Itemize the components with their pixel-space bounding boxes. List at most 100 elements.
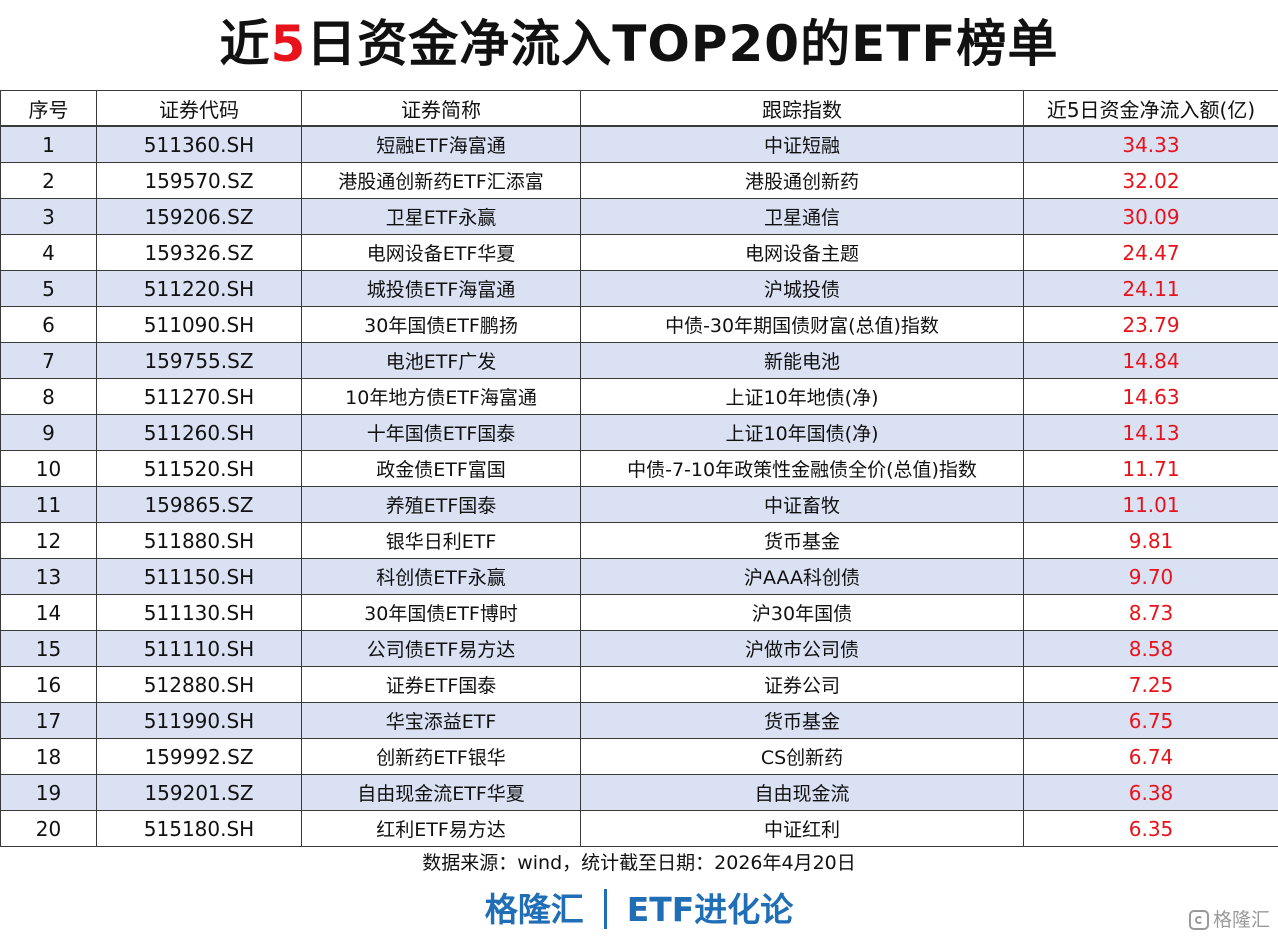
index-cell: 中证红利	[580, 810, 1024, 847]
fund-name-cell: 华宝添益ETF	[301, 702, 581, 739]
amount-cell: 32.02	[1023, 162, 1278, 199]
code-cell: 159201.SZ	[96, 774, 302, 811]
table-row: 6 511090.SH 30年国债ETF鹏扬 中债-30年期国债财富(总值)指数…	[0, 306, 1278, 343]
amount-cell: 14.63	[1023, 378, 1278, 415]
table-row: 15 511110.SH 公司债ETF易方达 沪做市公司债 8.58	[0, 630, 1278, 667]
index-cell: CS创新药	[580, 738, 1024, 775]
index-cell: 电网设备主题	[580, 234, 1024, 271]
table-row: 7 159755.SZ 电池ETF广发 新能电池 14.84	[0, 342, 1278, 379]
table-row: 8 511270.SH 10年地方债ETF海富通 上证10年地债(净) 14.6…	[0, 378, 1278, 415]
fund-name-cell: 政金债ETF富国	[301, 450, 581, 487]
fund-name-cell: 城投债ETF海富通	[301, 270, 581, 307]
etf-ranking-table: 序号 证券代码 证券简称 跟踪指数 近5日资金净流入额(亿) 1 511360.…	[0, 90, 1278, 847]
fund-name-cell: 自由现金流ETF华夏	[301, 774, 581, 811]
index-cell: 沪城投债	[580, 270, 1024, 307]
code-cell: 159206.SZ	[96, 198, 302, 235]
rank-cell: 7	[0, 342, 97, 379]
amount-cell: 9.70	[1023, 558, 1278, 595]
index-cell: 中债-30年期国债财富(总值)指数	[580, 306, 1024, 343]
fund-name-cell: 科创债ETF永赢	[301, 558, 581, 595]
amount-cell: 24.47	[1023, 234, 1278, 271]
rank-cell: 12	[0, 522, 97, 559]
title-suffix: 日资金净流入TOP20的ETF榜单	[306, 15, 1059, 73]
footer-column-name: ETF进化论	[626, 890, 794, 929]
code-cell: 159992.SZ	[96, 738, 302, 775]
table-header-row: 序号 证券代码 证券简称 跟踪指数 近5日资金净流入额(亿)	[0, 90, 1278, 127]
fund-name-cell: 创新药ETF银华	[301, 738, 581, 775]
amount-cell: 6.38	[1023, 774, 1278, 811]
code-cell: 511270.SH	[96, 378, 302, 415]
amount-cell: 8.58	[1023, 630, 1278, 667]
index-cell: 港股通创新药	[580, 162, 1024, 199]
code-cell: 159755.SZ	[96, 342, 302, 379]
index-cell: 沪做市公司债	[580, 630, 1024, 667]
index-cell: 上证10年国债(净)	[580, 414, 1024, 451]
rank-cell: 10	[0, 450, 97, 487]
code-cell: 511880.SH	[96, 522, 302, 559]
header-index: 跟踪指数	[580, 90, 1024, 127]
index-cell: 中证畜牧	[580, 486, 1024, 523]
code-cell: 515180.SH	[96, 810, 302, 847]
amount-cell: 6.35	[1023, 810, 1278, 847]
amount-cell: 34.33	[1023, 125, 1278, 163]
gelonghui-logo-icon	[1188, 910, 1209, 930]
index-cell: 新能电池	[580, 342, 1024, 379]
index-cell: 中证短融	[580, 125, 1024, 163]
fund-name-cell: 电网设备ETF华夏	[301, 234, 581, 271]
footer-divider	[603, 888, 607, 929]
code-cell: 512880.SH	[96, 666, 302, 703]
rank-cell: 14	[0, 594, 97, 631]
rank-cell: 15	[0, 630, 97, 667]
rank-cell: 13	[0, 558, 97, 595]
fund-name-cell: 30年国债ETF鹏扬	[301, 306, 581, 343]
data-source-note: 数据来源：wind，统计截至日期：2026年4月20日	[422, 852, 856, 874]
rank-cell: 17	[0, 702, 97, 739]
amount-cell: 11.71	[1023, 450, 1278, 487]
fund-name-cell: 电池ETF广发	[301, 342, 581, 379]
amount-cell: 14.13	[1023, 414, 1278, 451]
code-cell: 159326.SZ	[96, 234, 302, 271]
code-cell: 511260.SH	[96, 414, 302, 451]
code-cell: 511130.SH	[96, 594, 302, 631]
rank-cell: 5	[0, 270, 97, 307]
amount-cell: 6.74	[1023, 738, 1278, 775]
code-cell: 511520.SH	[96, 450, 302, 487]
amount-cell: 24.11	[1023, 270, 1278, 307]
rank-cell: 11	[0, 486, 97, 523]
fund-name-cell: 红利ETF易方达	[301, 810, 581, 847]
code-cell: 511220.SH	[96, 270, 302, 307]
code-cell: 159865.SZ	[96, 486, 302, 523]
amount-cell: 23.79	[1023, 306, 1278, 343]
table-body: 1 511360.SH 短融ETF海富通 中证短融 34.33 2 159570…	[0, 125, 1278, 847]
rank-cell: 9	[0, 414, 97, 451]
table-row: 9 511260.SH 十年国债ETF国泰 上证10年国债(净) 14.13	[0, 414, 1278, 451]
amount-cell: 14.84	[1023, 342, 1278, 379]
rank-cell: 20	[0, 810, 97, 847]
watermark-text: 格隆汇	[1212, 909, 1270, 931]
title-prefix: 近	[219, 15, 271, 73]
index-cell: 货币基金	[580, 522, 1024, 559]
rank-cell: 19	[0, 774, 97, 811]
rank-cell: 18	[0, 738, 97, 775]
table-row: 2 159570.SZ 港股通创新药ETF汇添富 港股通创新药 32.02	[0, 162, 1278, 199]
code-cell: 511110.SH	[96, 630, 302, 667]
table-row: 13 511150.SH 科创债ETF永赢 沪AAA科创债 9.70	[0, 558, 1278, 595]
rank-cell: 16	[0, 666, 97, 703]
index-cell: 上证10年地债(净)	[580, 378, 1024, 415]
amount-cell: 9.81	[1023, 522, 1278, 559]
rank-cell: 4	[0, 234, 97, 271]
table-row: 12 511880.SH 银华日利ETF 货币基金 9.81	[0, 522, 1278, 559]
index-cell: 中债-7-10年政策性金融债全价(总值)指数	[580, 450, 1024, 487]
footer-brand-line: 格隆汇 ETF进化论	[0, 884, 1278, 936]
index-cell: 沪30年国债	[580, 594, 1024, 631]
amount-cell: 30.09	[1023, 198, 1278, 235]
table-row: 10 511520.SH 政金债ETF富国 中债-7-10年政策性金融债全价(总…	[0, 450, 1278, 487]
amount-cell: 11.01	[1023, 486, 1278, 523]
table-row: 11 159865.SZ 养殖ETF国泰 中证畜牧 11.01	[0, 486, 1278, 523]
fund-name-cell: 十年国债ETF国泰	[301, 414, 581, 451]
code-cell: 511150.SH	[96, 558, 302, 595]
header-rank: 序号	[0, 90, 97, 127]
table-row: 4 159326.SZ 电网设备ETF华夏 电网设备主题 24.47	[0, 234, 1278, 271]
index-cell: 货币基金	[580, 702, 1024, 739]
code-cell: 511360.SH	[96, 125, 302, 163]
